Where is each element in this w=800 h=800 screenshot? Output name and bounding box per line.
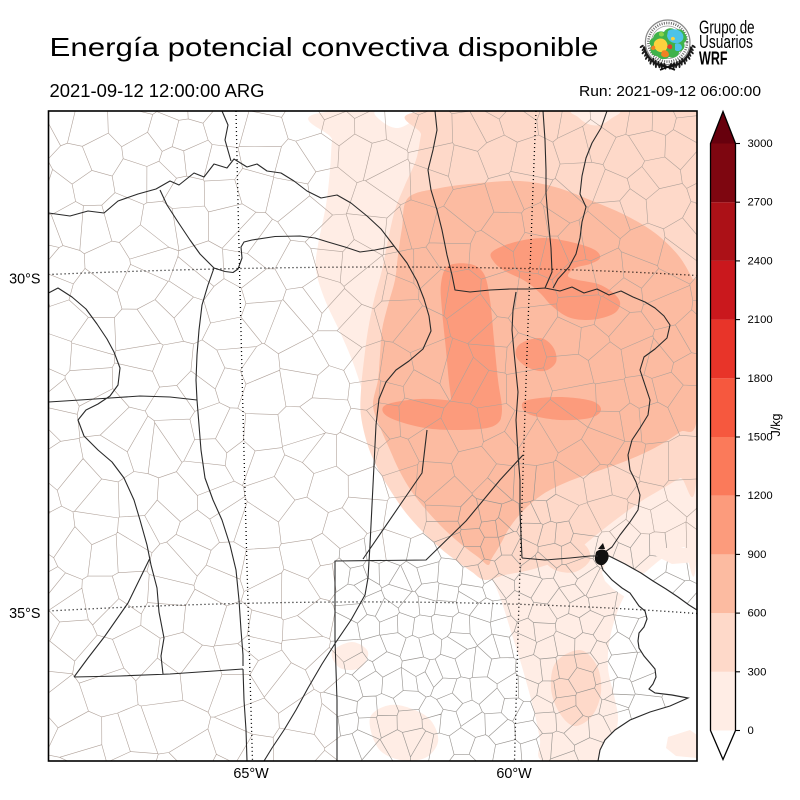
svg-text:1200: 1200 bbox=[748, 490, 773, 502]
svg-text:65°W: 65°W bbox=[233, 766, 269, 782]
svg-text:2021-09-12 12:00:00 ARG: 2021-09-12 12:00:00 ARG bbox=[50, 80, 265, 101]
svg-text:30°S: 30°S bbox=[9, 272, 40, 288]
svg-text:Run: 2021-09-12 06:00:00: Run: 2021-09-12 06:00:00 bbox=[579, 84, 761, 100]
svg-text:WRF: WRF bbox=[699, 49, 728, 69]
svg-text:Energía potencial convectiva d: Energía potencial convectiva disponible bbox=[50, 32, 599, 62]
svg-text:3000: 3000 bbox=[748, 138, 773, 150]
svg-text:J/kg: J/kg bbox=[769, 413, 783, 436]
svg-text:300: 300 bbox=[748, 666, 767, 678]
svg-text:2700: 2700 bbox=[748, 197, 773, 209]
svg-text:1800: 1800 bbox=[748, 373, 773, 385]
svg-text:900: 900 bbox=[748, 549, 767, 561]
svg-text:Grupo de: Grupo de bbox=[699, 17, 755, 38]
svg-text:1500: 1500 bbox=[748, 432, 773, 444]
svg-text:35°S: 35°S bbox=[9, 606, 40, 622]
svg-text:600: 600 bbox=[748, 608, 767, 620]
svg-text:2400: 2400 bbox=[748, 255, 773, 267]
svg-text:2100: 2100 bbox=[748, 314, 773, 326]
svg-text:60°W: 60°W bbox=[496, 766, 532, 782]
svg-text:Usuarios: Usuarios bbox=[699, 31, 753, 52]
svg-text:0: 0 bbox=[748, 725, 754, 737]
